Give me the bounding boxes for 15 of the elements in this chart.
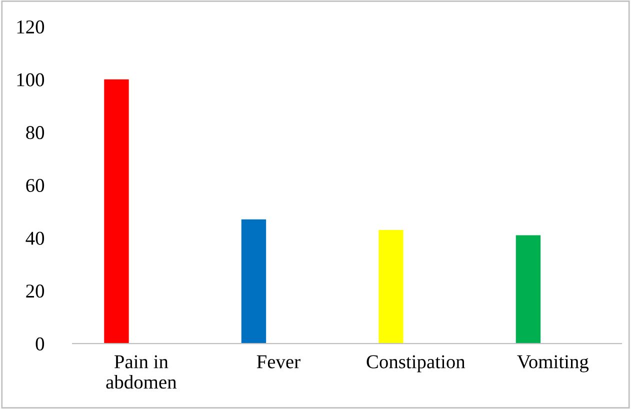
y-tick-label: 0: [36, 337, 44, 350]
y-tick-label: 20: [26, 284, 44, 298]
bar: [104, 79, 129, 344]
bar: [378, 230, 404, 344]
y-tick-label: 120: [17, 20, 44, 34]
bar: [241, 219, 266, 344]
y-tick-label: 60: [26, 178, 44, 192]
bar: [516, 235, 541, 344]
y-tick-label: 80: [26, 126, 44, 140]
x-tick-label: Constipation: [366, 355, 466, 372]
y-tick-label: 40: [26, 232, 44, 245]
x-tick-label: Pain in abdomen: [106, 355, 177, 389]
x-tick-label: Vomiting: [517, 355, 589, 372]
y-tick-label: 100: [17, 73, 44, 86]
x-tick-label: Fever: [256, 355, 300, 368]
